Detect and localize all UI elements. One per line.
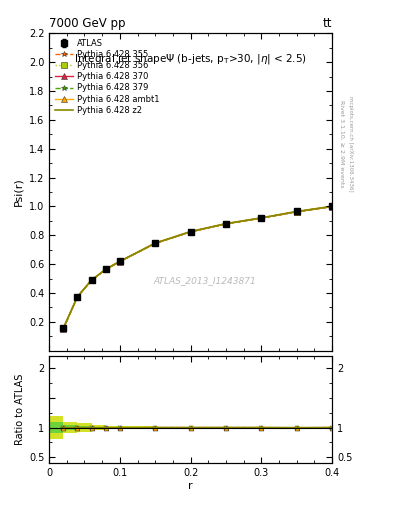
Pythia 6.428 379 [118, 259, 122, 265]
Y-axis label: Ratio to ATLAS: Ratio to ATLAS [15, 374, 25, 445]
Pythia 6.428 ambt1 [153, 240, 158, 246]
Pythia 6.428 z2 [330, 203, 334, 209]
Line: Pythia 6.428 ambt1: Pythia 6.428 ambt1 [61, 204, 335, 331]
Pythia 6.428 z2 [224, 221, 228, 227]
Pythia 6.428 ambt1 [224, 221, 228, 227]
Pythia 6.428 370 [224, 221, 228, 227]
Pythia 6.428 ambt1 [103, 266, 108, 272]
Text: 7000 GeV pp: 7000 GeV pp [49, 17, 126, 30]
Pythia 6.428 z2 [153, 240, 158, 246]
Pythia 6.428 379 [153, 240, 158, 246]
Pythia 6.428 ambt1 [188, 228, 193, 234]
Pythia 6.428 370 [330, 203, 334, 209]
Pythia 6.428 ambt1 [89, 277, 94, 283]
Pythia 6.428 370 [294, 209, 299, 215]
Pythia 6.428 370 [103, 266, 108, 272]
Pythia 6.428 z2 [118, 258, 122, 264]
Pythia 6.428 370 [61, 326, 66, 332]
Pythia 6.428 z2 [294, 208, 299, 215]
Pythia 6.428 356 [75, 294, 80, 300]
Pythia 6.428 370 [118, 259, 122, 265]
Y-axis label: Psi(r): Psi(r) [13, 178, 23, 206]
Text: Rivet 3.1.10, ≥ 2.9M events: Rivet 3.1.10, ≥ 2.9M events [339, 99, 344, 187]
Pythia 6.428 z2 [259, 215, 264, 221]
Pythia 6.428 355 [61, 326, 66, 332]
Pythia 6.428 370 [188, 229, 193, 235]
Pythia 6.428 356 [259, 215, 264, 221]
Pythia 6.428 ambt1 [75, 294, 80, 300]
Pythia 6.428 z2 [75, 293, 80, 300]
Text: Integral jet shape$\Psi$ (b-jets, p$_{\rm T}$>30, $|\eta|$ < 2.5): Integral jet shape$\Psi$ (b-jets, p$_{\r… [74, 52, 307, 67]
Pythia 6.428 ambt1 [61, 326, 66, 332]
Pythia 6.428 355 [294, 209, 299, 215]
Legend: ATLAS, Pythia 6.428 355, Pythia 6.428 356, Pythia 6.428 370, Pythia 6.428 379, P: ATLAS, Pythia 6.428 355, Pythia 6.428 35… [53, 37, 161, 116]
Pythia 6.428 ambt1 [330, 203, 334, 209]
Pythia 6.428 356 [153, 240, 158, 246]
Pythia 6.428 379 [330, 203, 334, 209]
Pythia 6.428 379 [75, 294, 80, 300]
Pythia 6.428 379 [188, 229, 193, 235]
Pythia 6.428 355 [224, 221, 228, 227]
Text: tt: tt [323, 17, 332, 30]
Pythia 6.428 ambt1 [294, 208, 299, 215]
Pythia 6.428 356 [224, 221, 228, 227]
Pythia 6.428 z2 [61, 325, 66, 331]
Pythia 6.428 z2 [188, 228, 193, 234]
Pythia 6.428 356 [294, 208, 299, 215]
Pythia 6.428 z2 [103, 266, 108, 272]
Pythia 6.428 379 [259, 215, 264, 221]
Pythia 6.428 355 [188, 229, 193, 235]
Pythia 6.428 356 [188, 228, 193, 234]
Pythia 6.428 356 [61, 326, 66, 332]
Pythia 6.428 355 [75, 294, 80, 300]
Pythia 6.428 355 [330, 203, 334, 209]
Pythia 6.428 356 [89, 277, 94, 283]
X-axis label: r: r [188, 481, 193, 491]
Line: Pythia 6.428 z2: Pythia 6.428 z2 [63, 206, 332, 328]
Pythia 6.428 370 [89, 277, 94, 283]
Text: ATLAS_2013_I1243871: ATLAS_2013_I1243871 [153, 276, 256, 285]
Pythia 6.428 z2 [89, 277, 94, 283]
Pythia 6.428 ambt1 [259, 215, 264, 221]
Line: Pythia 6.428 370: Pythia 6.428 370 [61, 204, 335, 331]
Pythia 6.428 370 [75, 294, 80, 300]
Pythia 6.428 355 [153, 240, 158, 246]
Line: Pythia 6.428 355: Pythia 6.428 355 [61, 204, 335, 331]
Pythia 6.428 356 [330, 203, 334, 209]
Pythia 6.428 379 [89, 277, 94, 283]
Pythia 6.428 355 [118, 259, 122, 265]
Line: Pythia 6.428 379: Pythia 6.428 379 [61, 204, 335, 331]
Pythia 6.428 ambt1 [118, 259, 122, 265]
Pythia 6.428 379 [103, 266, 108, 272]
Pythia 6.428 379 [224, 221, 228, 227]
Pythia 6.428 355 [103, 266, 108, 272]
Pythia 6.428 379 [61, 326, 66, 332]
Pythia 6.428 370 [259, 215, 264, 221]
Pythia 6.428 356 [103, 266, 108, 272]
Pythia 6.428 355 [259, 215, 264, 221]
Pythia 6.428 356 [118, 259, 122, 265]
Pythia 6.428 370 [153, 240, 158, 246]
Pythia 6.428 379 [294, 209, 299, 215]
Line: Pythia 6.428 356: Pythia 6.428 356 [61, 204, 335, 331]
Pythia 6.428 355 [89, 277, 94, 283]
Text: mcplots.cern.ch [arXiv:1306.3436]: mcplots.cern.ch [arXiv:1306.3436] [348, 96, 353, 191]
